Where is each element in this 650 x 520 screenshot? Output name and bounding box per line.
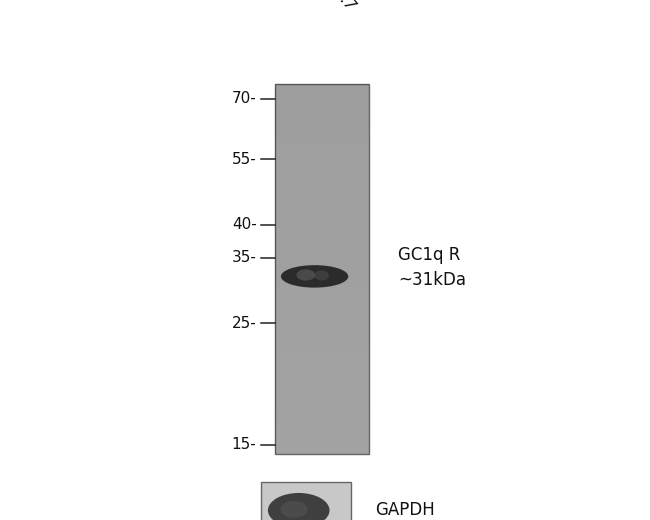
Text: 40-: 40- [232,217,257,232]
Text: 35-: 35- [231,250,257,265]
Ellipse shape [281,265,348,288]
Text: 70-: 70- [232,91,257,106]
Text: RAW264.7: RAW264.7 [295,0,358,15]
Ellipse shape [314,270,329,280]
Bar [276,84,369,454]
Text: GC1q R: GC1q R [398,246,460,264]
Text: 55-: 55- [232,152,257,167]
Text: 15-: 15- [232,437,257,452]
Ellipse shape [296,269,315,281]
Ellipse shape [268,493,330,520]
Text: 25-: 25- [232,316,257,331]
Ellipse shape [280,501,307,518]
Bar [261,483,351,520]
Text: GAPDH: GAPDH [374,501,434,519]
Text: ~31kDa: ~31kDa [398,271,466,289]
